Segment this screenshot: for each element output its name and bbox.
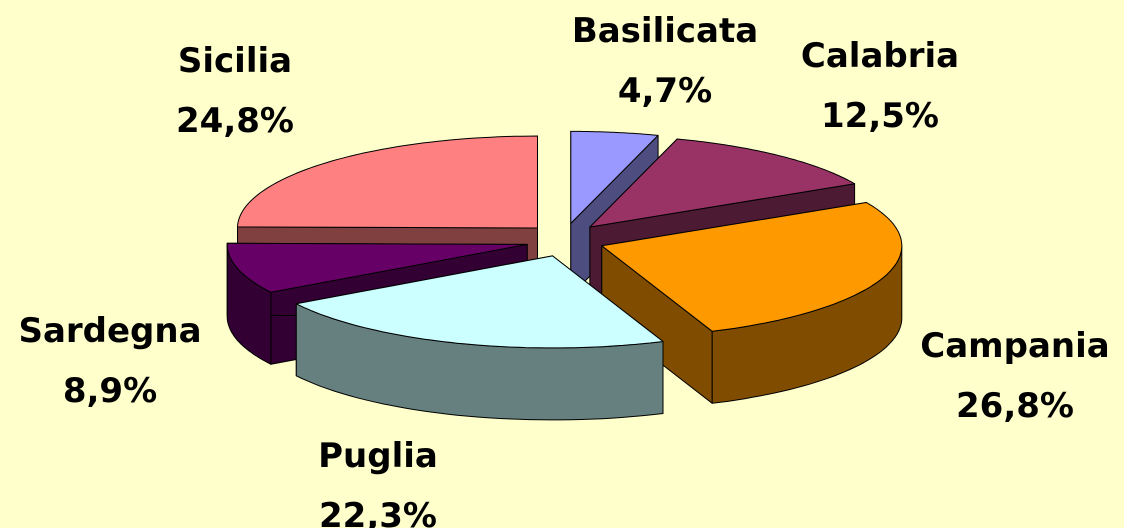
value-label: 8,9% <box>63 371 157 411</box>
value-label: 12,5% <box>821 96 939 136</box>
slice <box>601 202 903 332</box>
value-label: 24,8% <box>176 101 294 141</box>
value-label: 22,3% <box>319 496 437 528</box>
value-label: 26,8% <box>956 386 1074 426</box>
value-label: 4,7% <box>618 71 712 111</box>
slice <box>237 135 538 229</box>
slice <box>589 138 856 228</box>
slice-label: Campania <box>920 326 1109 366</box>
slice-label: Puglia <box>318 436 438 476</box>
slice <box>226 242 528 293</box>
slice-label: Sardegna <box>18 311 201 351</box>
slice-label: Basilicata <box>572 11 758 51</box>
slice <box>295 255 664 349</box>
slice-label: Sicilia <box>178 41 292 81</box>
slice-label: Calabria <box>801 36 959 76</box>
slice <box>570 130 659 224</box>
